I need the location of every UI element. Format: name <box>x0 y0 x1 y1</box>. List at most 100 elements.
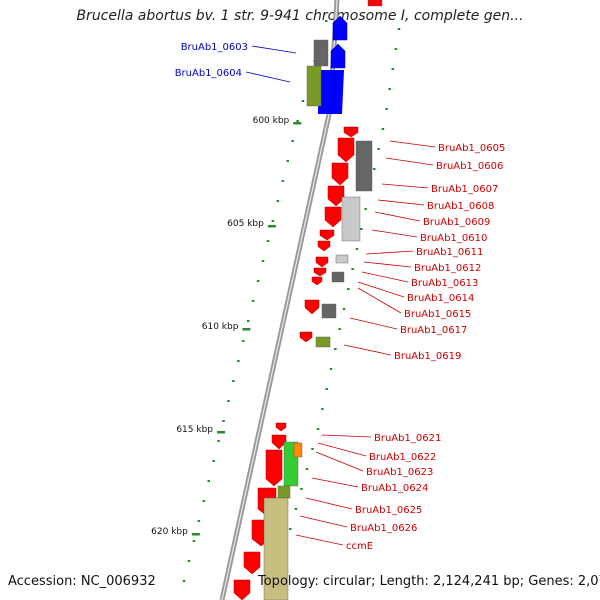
tick-mark <box>294 508 298 510</box>
gene-label: BruAb1_0614 <box>407 293 474 304</box>
tick-mark <box>202 500 206 502</box>
label-leader-line <box>374 211 421 222</box>
gene-label: BruAb1_0612 <box>414 263 481 274</box>
label-leader-line <box>315 451 364 472</box>
scale-major-tick <box>217 431 226 434</box>
tick-mark <box>222 420 225 422</box>
reverse-gene-arrow <box>233 579 251 600</box>
reverse-gene-arrow <box>304 299 320 315</box>
scale-major-tick <box>191 533 200 536</box>
feature-bar-olive <box>277 485 291 499</box>
feature-bar-gray <box>313 39 329 67</box>
forward-gene-arrow <box>332 15 348 41</box>
tick-mark <box>217 440 220 442</box>
label-leader-line <box>377 199 425 206</box>
reverse-gene-arrow <box>299 331 313 343</box>
reverse-gene-arrow <box>327 185 345 207</box>
gene-label: BruAb1_0610 <box>420 233 487 244</box>
reverse-gene-arrow <box>324 206 342 228</box>
gene-label: BruAb1_0608 <box>427 201 494 212</box>
gene-label: BruAb1_0617 <box>400 325 467 336</box>
tick-mark <box>197 520 201 522</box>
label-leader-line <box>357 287 402 314</box>
label-leader-line <box>321 434 372 438</box>
tick-mark <box>256 280 260 282</box>
tick-mark <box>311 448 314 450</box>
label-leader-line <box>361 271 409 283</box>
tick-mark <box>324 20 328 22</box>
gene-label: BruAb1_0626 <box>350 523 417 534</box>
label-leader-line <box>317 442 367 457</box>
tick-mark <box>334 348 337 350</box>
scale-label: 620 kbp <box>151 527 188 537</box>
gene-label: BruAb1_0607 <box>431 184 498 195</box>
gene-label: BruAb1_0615 <box>404 309 471 320</box>
label-leader-line <box>295 534 344 546</box>
tick-mark <box>391 68 395 70</box>
label-leader-line <box>251 45 297 54</box>
gene-label: BruAb1_0605 <box>438 143 505 154</box>
scale-major-tick <box>293 122 302 125</box>
gene-label: BruAb1_0623 <box>366 467 433 478</box>
gene-label: BruAb1_0603 <box>181 42 248 53</box>
gene-label: BruAb1_0606 <box>436 161 503 172</box>
tick-mark <box>246 320 250 322</box>
reverse-gene-arrow <box>311 276 323 286</box>
gene-label: BruAb1_0611 <box>416 247 483 258</box>
label-leader-line <box>381 183 429 189</box>
scale-label: 615 kbp <box>176 425 213 435</box>
feature-bar-lightgray <box>335 254 349 264</box>
gene-label: BruAb1_0622 <box>369 452 436 463</box>
reverse-gene-arrow <box>331 162 349 186</box>
label-leader-line <box>311 477 359 488</box>
tick-mark <box>281 180 285 182</box>
reverse-gene-arrow <box>275 422 287 432</box>
feature-bar-khaki <box>263 497 289 600</box>
scale-label: 600 kbp <box>253 116 290 126</box>
feature-bar-gray <box>331 271 345 283</box>
label-leader-line <box>349 317 398 330</box>
tick-mark <box>388 88 391 90</box>
tick-mark <box>271 220 275 222</box>
tick-mark <box>266 240 270 242</box>
gene-label: ccmE <box>346 541 373 552</box>
gene-label: BruAb1_0604 <box>175 68 242 79</box>
tick-mark <box>377 148 380 150</box>
tick-mark <box>325 388 328 390</box>
reverse-gene-arrow <box>343 126 359 138</box>
tick-mark <box>385 108 388 110</box>
forward-gene-arrow <box>330 43 346 69</box>
tick-mark <box>329 368 333 370</box>
label-leader-line <box>363 261 412 268</box>
label-leader-line <box>365 250 414 255</box>
gene-label: BruAb1_0624 <box>361 483 428 494</box>
tick-mark <box>381 128 385 130</box>
tick-mark <box>355 248 359 250</box>
reverse-gene-arrow <box>337 137 355 163</box>
reverse-gene-arrow <box>265 449 283 487</box>
tick-mark <box>182 580 186 582</box>
tick-mark <box>232 380 235 382</box>
tick-mark <box>187 560 191 562</box>
tick-mark <box>347 288 350 290</box>
gene-label: BruAb1_0621 <box>374 433 441 444</box>
label-leader-line <box>343 344 392 356</box>
tick-mark <box>289 528 292 530</box>
tick-mark <box>305 468 309 470</box>
label-leader-line <box>385 157 434 166</box>
reverse-gene-arrow <box>367 0 383 7</box>
forward-gene-arrow <box>318 70 344 114</box>
reverse-gene-arrow <box>243 551 261 575</box>
feature-bar-gray <box>321 303 337 319</box>
tick-mark <box>242 340 245 342</box>
feature-bar-lightgray <box>341 196 361 242</box>
tick-mark <box>351 268 354 270</box>
tick-mark <box>251 300 255 302</box>
tick-mark <box>360 228 363 230</box>
tick-mark <box>207 480 210 482</box>
tick-mark <box>291 140 294 142</box>
feature-bar-orange <box>293 442 303 458</box>
gene-label: BruAb1_0609 <box>423 217 490 228</box>
tick-mark <box>397 28 401 30</box>
